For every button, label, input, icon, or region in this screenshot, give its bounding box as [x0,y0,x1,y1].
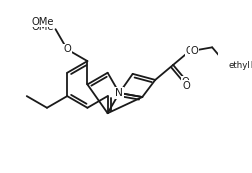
Text: ethyl: ethyl [229,61,251,70]
Text: O: O [185,46,193,56]
Text: OMe: OMe [31,22,54,33]
Text: O: O [191,45,199,56]
Text: ethyl: ethyl [231,61,252,70]
Text: N: N [115,88,123,98]
Text: O: O [183,81,191,91]
Text: OMe: OMe [31,17,54,27]
Text: O: O [63,44,71,54]
Text: O: O [182,77,190,87]
